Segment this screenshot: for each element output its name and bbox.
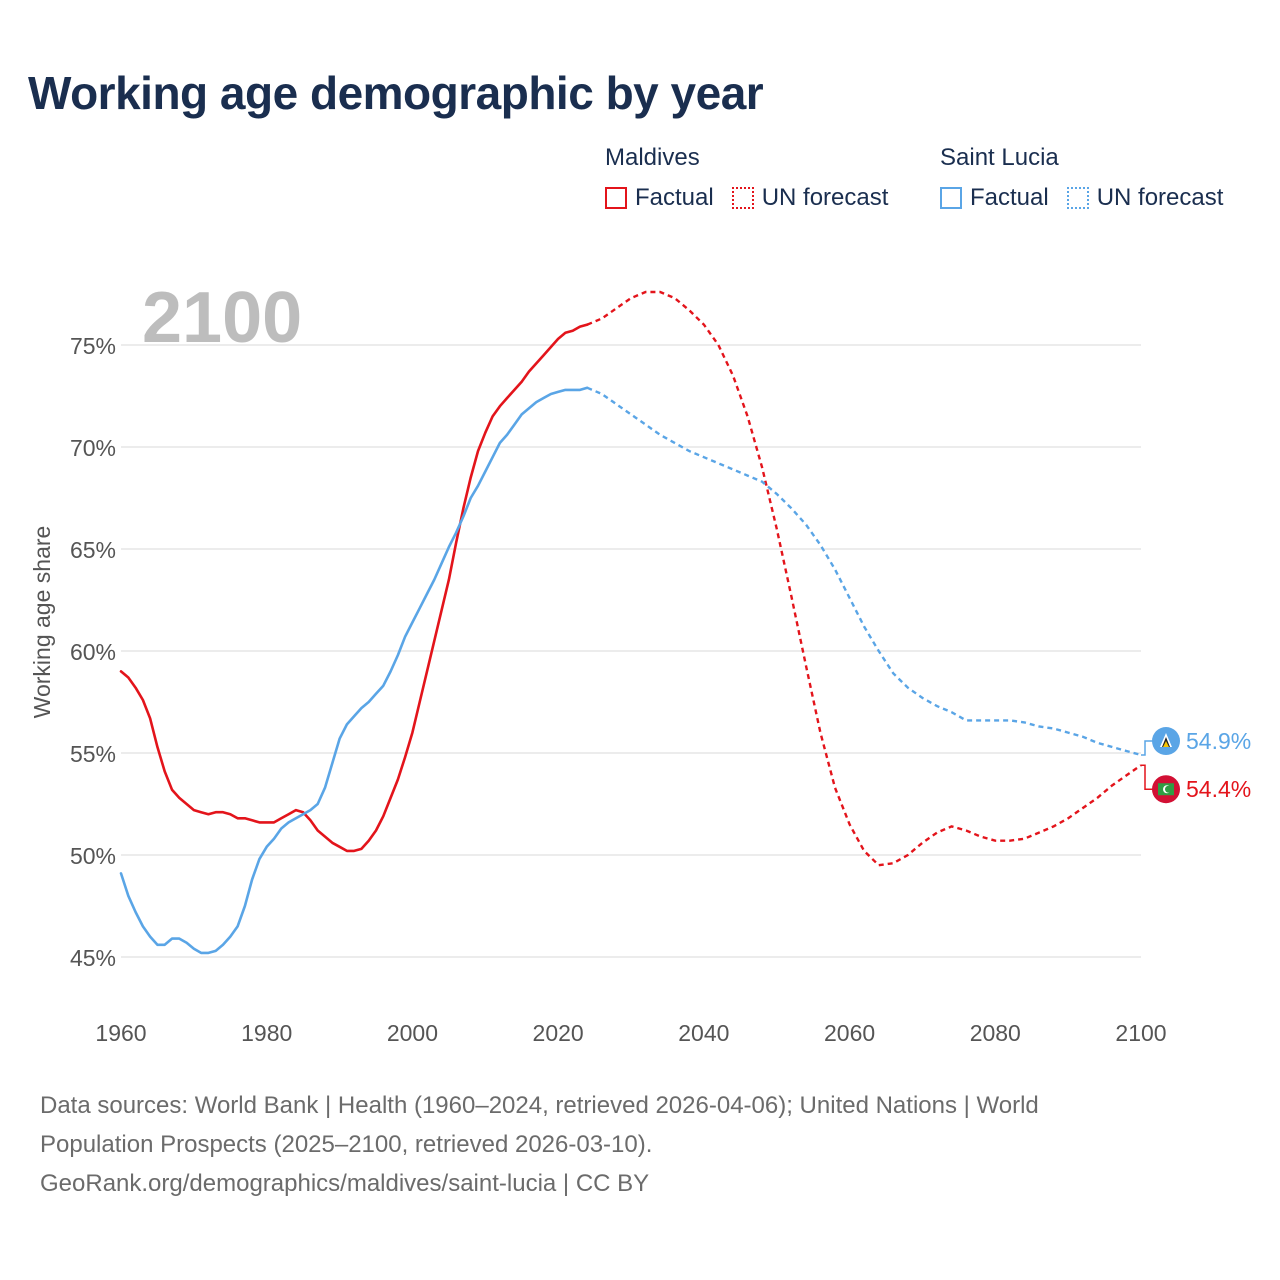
series-line-maldives-forecast [586, 290, 1142, 867]
line-chart: 2100 Working age share 45% 50% 55% 60% 65% 70… [29, 278, 1251, 1046]
end-connector-saint-lucia [1141, 740, 1153, 756]
chart-title: Working age demographic by year [28, 67, 764, 119]
x-tick-label: 2020 [533, 1020, 584, 1046]
end-value-label-maldives: 54.4% [1186, 776, 1251, 802]
x-tick-label: 1960 [95, 1020, 146, 1046]
legend-group-name: Maldives [605, 144, 700, 171]
legend-label: UN forecast [1096, 184, 1224, 211]
legend-saint-lucia-forecast[interactable]: UN forecast [1066, 184, 1224, 212]
series-line-maldives-factual [119, 323, 589, 853]
x-tick-label: 2040 [678, 1020, 729, 1046]
y-axis-label: Working age share [29, 526, 55, 719]
y-tick-label: 45% [70, 945, 116, 971]
x-tick-label: 1980 [241, 1020, 292, 1046]
legend-group-name: Saint Lucia [940, 144, 1059, 171]
legend-label: Factual [970, 184, 1049, 211]
end-value-label-saint-lucia: 54.9% [1186, 728, 1251, 754]
year-overlay: 2100 [142, 278, 302, 358]
y-tick-label: 60% [70, 639, 116, 665]
series-line-saint-lucia-factual [119, 386, 589, 955]
legend-saint-lucia-factual[interactable]: Factual [940, 184, 1049, 212]
legend-saint-lucia: Saint Lucia Factual UN forecast [940, 144, 1223, 212]
legend-swatch-solid [605, 187, 627, 209]
footer-sources-cont: Population Prospects (2025–2100, retriev… [40, 1131, 653, 1158]
series-line-saint-lucia-forecast [586, 386, 1142, 757]
y-tick-label: 75% [70, 333, 116, 359]
x-tick-label: 2100 [1115, 1020, 1166, 1046]
legend-swatch-solid [940, 187, 962, 209]
footer-sources: Data sources: World Bank | Health (1960–… [40, 1092, 1039, 1119]
legend-maldives-forecast[interactable]: UN forecast [731, 184, 889, 212]
y-tick-label: 50% [70, 843, 116, 869]
x-tick-label: 2060 [824, 1020, 875, 1046]
x-tick-label: 2080 [970, 1020, 1021, 1046]
legend-swatch-dotted [731, 187, 754, 209]
footer-link[interactable]: GeoRank.org/demographics/maldives/saint-… [40, 1170, 650, 1197]
x-tick-label: 2000 [387, 1020, 438, 1046]
y-tick-label: 55% [70, 741, 116, 767]
legend-maldives-factual[interactable]: Factual [605, 184, 714, 212]
flag-triangle-gold [1163, 741, 1169, 748]
legend-maldives: Maldives Factual UN forecast [605, 144, 906, 212]
y-tick-label: 70% [70, 435, 116, 461]
legend-label: Factual [635, 184, 714, 211]
flag-crescent-cut [1165, 785, 1172, 793]
footer: Data sources: World Bank | Health (1960–… [40, 1086, 1220, 1203]
legend-label: UN forecast [761, 184, 889, 211]
legend-swatch-dotted [1066, 187, 1089, 209]
end-connector-maldives [1141, 764, 1153, 790]
y-tick-label: 65% [70, 537, 116, 563]
